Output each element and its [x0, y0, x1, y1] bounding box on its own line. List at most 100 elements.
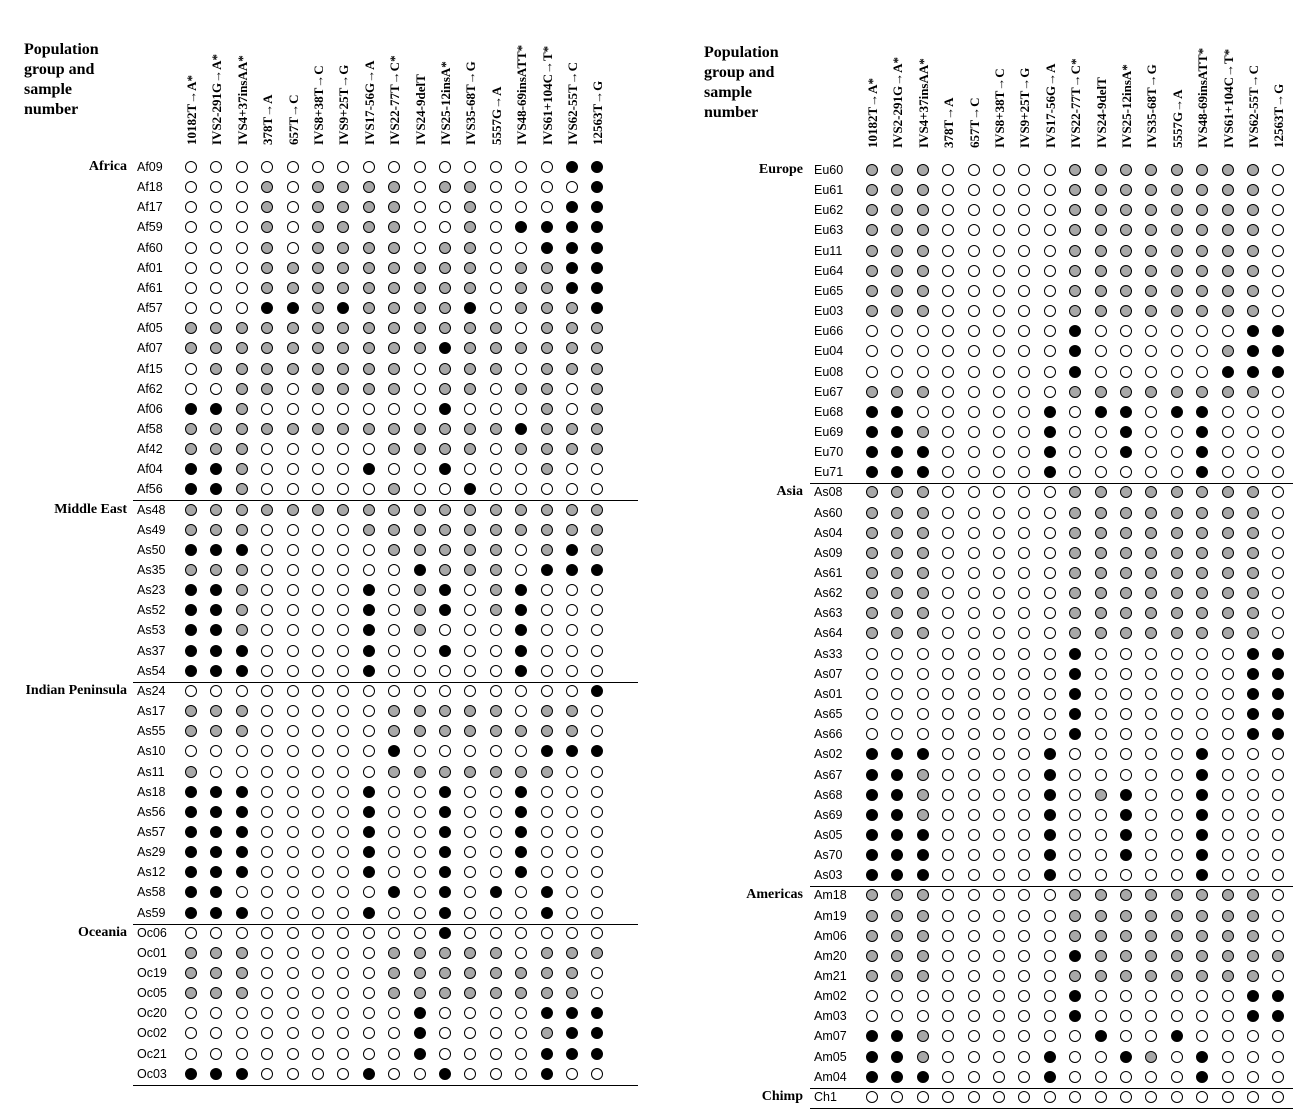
marker-label: IVS61+104C→T*: [539, 45, 555, 145]
genotype-dot: [942, 748, 955, 761]
genotype-dot: [1170, 587, 1183, 600]
sample-id: As65: [814, 707, 843, 722]
genotype-dot: [916, 466, 929, 479]
genotype-dot: [1272, 849, 1285, 862]
genotype-dot: [286, 785, 299, 798]
genotype-dot: [362, 886, 375, 899]
genotype-dot: [566, 584, 578, 597]
sample-id: As66: [814, 727, 843, 742]
genotype-dot: [286, 422, 299, 435]
genotype-dot: [540, 564, 553, 576]
genotype-dot: [286, 967, 299, 979]
genotype-dot: [993, 909, 1005, 922]
genotype-dot: [891, 506, 904, 519]
genotype-dot: [993, 526, 1005, 539]
genotype-dot: [1196, 567, 1209, 579]
genotype-dot: [439, 725, 451, 738]
genotype-dot: [337, 1027, 350, 1040]
genotype-dot: [1120, 224, 1132, 237]
genotype-dot: [489, 1047, 502, 1060]
genotype-dot: [388, 564, 401, 576]
genotype-dot: [1272, 647, 1285, 660]
genotype-dot: [967, 990, 980, 1003]
genotype-dot: [866, 788, 878, 801]
genotype-dot: [891, 224, 904, 237]
sample-id: Am06: [814, 928, 847, 943]
genotype-dot: [439, 684, 451, 697]
genotype-dot: [866, 466, 878, 479]
genotype-dot: [1196, 708, 1209, 721]
genotype-dot: [413, 302, 426, 315]
genotype-dot: [1069, 284, 1082, 297]
genotype-dot: [1094, 546, 1107, 559]
genotype-dot: [413, 684, 426, 697]
genotype-dot: [1272, 486, 1285, 499]
genotype-dot: [388, 745, 401, 758]
genotype-dot: [591, 967, 604, 979]
genotype-dot: [540, 382, 553, 395]
genotype-dot: [591, 382, 604, 395]
genotype-dot: [362, 543, 375, 556]
genotype-dot: [337, 705, 350, 718]
genotype-dot: [439, 664, 451, 677]
genotype-dot: [337, 302, 350, 315]
genotype-dot: [993, 768, 1005, 781]
genotype-dot: [591, 503, 604, 516]
sample-id: As58: [137, 885, 166, 900]
genotype-dot: [185, 362, 197, 375]
genotype-dot: [388, 1067, 401, 1080]
genotype-dot: [1120, 728, 1132, 741]
genotype-dot: [916, 385, 929, 398]
genotype-dot: [1094, 647, 1107, 660]
genotype-dot: [1272, 1010, 1285, 1023]
genotype-dot: [566, 705, 578, 718]
genotype-dot: [1120, 607, 1132, 620]
genotype-dot: [286, 281, 299, 294]
genotype-dot: [1018, 164, 1031, 176]
genotype-dot: [1120, 446, 1132, 459]
genotype-dot: [312, 745, 324, 758]
genotype-dot: [1094, 567, 1107, 579]
genotype-dot: [566, 261, 578, 274]
genotype-dot: [1145, 466, 1158, 479]
genotype-dot: [312, 785, 324, 798]
genotype-dot: [540, 1007, 553, 1020]
genotype-dot: [1069, 244, 1082, 257]
genotype-dot: [1196, 1070, 1209, 1083]
sample-id: As01: [814, 686, 843, 701]
genotype-dot: [942, 546, 955, 559]
genotype-dot: [312, 241, 324, 254]
genotype-dot: [489, 987, 502, 1000]
genotype-dot: [1221, 486, 1234, 499]
genotype-dot: [1247, 990, 1259, 1003]
genotype-dot: [489, 261, 502, 274]
genotype-dot: [566, 443, 578, 456]
genotype-dot: [413, 805, 426, 818]
genotype-dot: [337, 785, 350, 798]
genotype-dot: [566, 1067, 578, 1080]
genotype-dot: [489, 483, 502, 496]
marker-label: IVS17-56G→A: [1042, 63, 1058, 148]
genotype-dot: [489, 543, 502, 556]
marker-label: IVS8+38T→C: [311, 65, 326, 145]
genotype-dot: [1094, 708, 1107, 721]
genotype-dot: [185, 503, 197, 516]
genotype-dot: [1069, 204, 1082, 217]
genotype-dot: [1018, 587, 1031, 600]
genotype-dot: [185, 1067, 197, 1080]
genotype-dot: [993, 486, 1005, 499]
sample-id: As17: [137, 704, 166, 719]
marker-label: 378T→A: [260, 94, 276, 145]
genotype-dot: [1196, 869, 1209, 882]
genotype-dot: [993, 949, 1005, 962]
genotype-dot: [464, 564, 477, 576]
genotype-dot: [967, 204, 980, 217]
genotype-dot: [1018, 788, 1031, 801]
sample-id: Af42: [137, 442, 163, 457]
genotype-dot: [916, 184, 929, 197]
genotype-dot: [439, 745, 451, 758]
genotype-dot: [1145, 929, 1158, 942]
genotype-dot: [286, 402, 299, 415]
genotype-dot: [464, 523, 477, 536]
genotype-dot: [1272, 748, 1285, 761]
